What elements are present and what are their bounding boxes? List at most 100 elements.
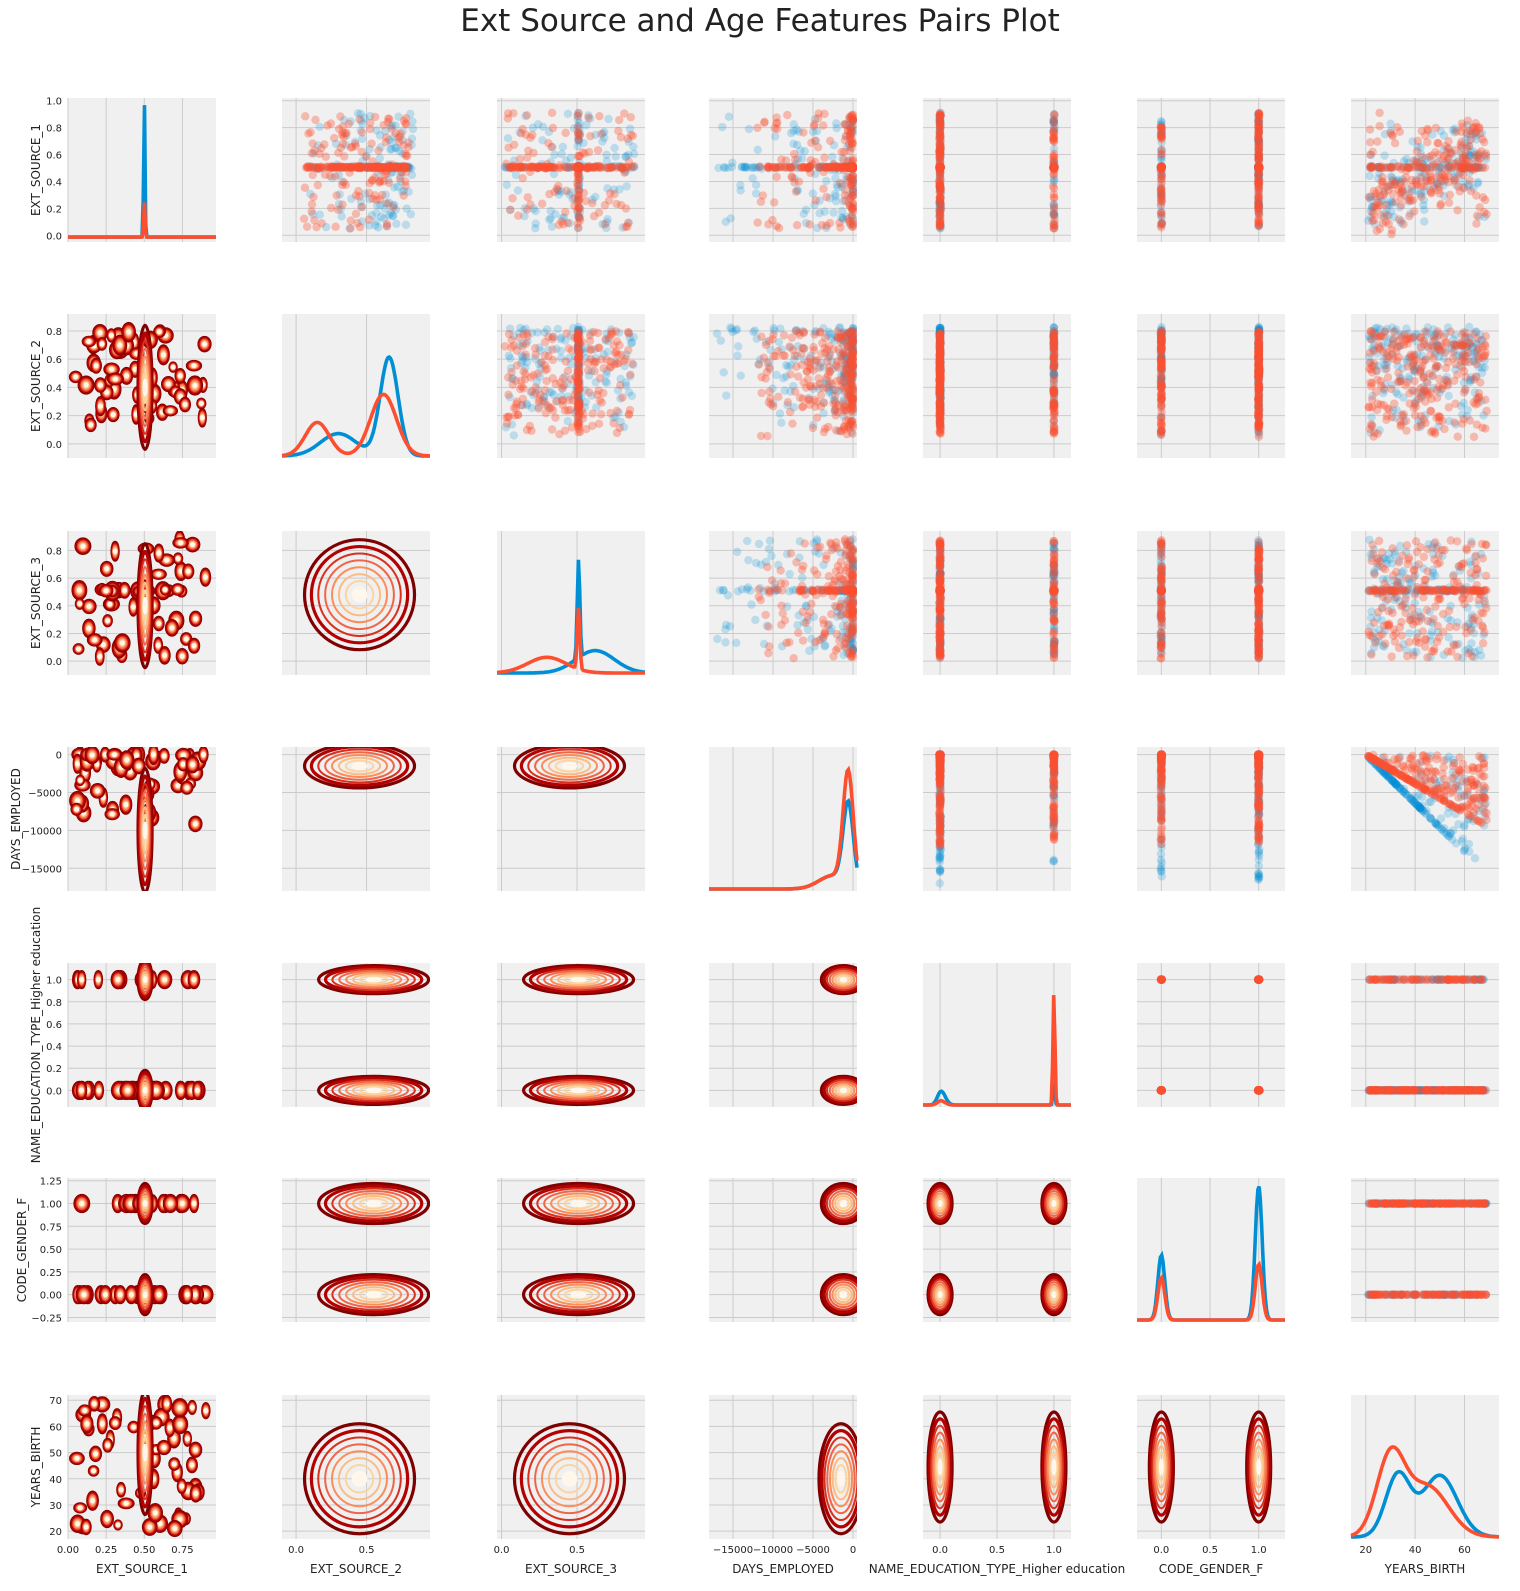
scatter-point (935, 162, 944, 172)
scatter-point (750, 163, 760, 172)
scatter-point (392, 162, 402, 172)
scatter-point (373, 170, 383, 180)
scatter-point (372, 126, 381, 135)
scatter-point (848, 191, 857, 200)
scatter-point (1156, 129, 1166, 138)
scatter-point (342, 128, 351, 138)
scatter-point (935, 181, 944, 191)
scatter-point (1157, 163, 1166, 172)
scatter-point (1466, 163, 1476, 172)
scatter-point (1049, 163, 1058, 172)
scatter-point (574, 204, 583, 213)
scatter-point (573, 163, 583, 173)
scatter-point (382, 219, 392, 229)
scatter-point (401, 163, 411, 173)
scatter-point (353, 163, 362, 172)
scatter-point (935, 162, 945, 172)
scatter-point (531, 206, 540, 216)
scatter-point (590, 162, 599, 172)
scatter-point (543, 163, 552, 172)
scatter-point (1157, 193, 1166, 202)
scatter-point (308, 170, 317, 180)
scatter-point (326, 203, 336, 213)
scatter-point (333, 162, 343, 172)
kde-line-series-2 (68, 202, 216, 239)
scatter-point (1157, 132, 1166, 142)
scatter-point (561, 336, 570, 345)
scatter-point (610, 143, 619, 153)
scatter-point (1049, 421, 1059, 431)
scatter-point (356, 163, 365, 172)
scatter-point (1254, 163, 1264, 172)
scatter-point (382, 163, 392, 172)
scatter-point (817, 220, 827, 230)
scatter-point (547, 388, 556, 397)
scatter-point (935, 162, 945, 172)
scatter-point (935, 150, 945, 160)
scatter-point (616, 163, 626, 173)
scatter-point (1157, 208, 1166, 217)
scatter-point (626, 370, 635, 379)
scatter-point (935, 165, 945, 174)
scatter-point (845, 163, 854, 173)
scatter-point (935, 173, 945, 183)
scatter-point (936, 163, 945, 172)
scatter-point (1049, 124, 1059, 134)
scatter-point (532, 163, 542, 173)
scatter-point (1416, 143, 1425, 152)
scatter-point (799, 128, 808, 137)
contour-level (177, 394, 183, 400)
scatter-point (1156, 163, 1166, 172)
scatter-point (1418, 152, 1427, 162)
scatter-point (935, 116, 945, 125)
scatter-point (840, 119, 850, 129)
scatter-point (575, 124, 584, 133)
scatter-point (573, 368, 583, 377)
scatter-point (331, 162, 340, 172)
scatter-point (591, 162, 600, 171)
scatter-point (584, 388, 594, 397)
scatter-point (396, 129, 405, 138)
scatter-point (401, 149, 410, 159)
scatter-point (1156, 189, 1166, 199)
scatter-point (837, 213, 846, 222)
scatter-point (1157, 174, 1166, 184)
scatter-point (1049, 115, 1058, 125)
scatter-point (619, 422, 629, 432)
scatter-point (1373, 162, 1383, 172)
scatter-point (1387, 180, 1396, 190)
scatter-point (936, 162, 945, 171)
scatter-point (1049, 162, 1059, 172)
scatter-point (572, 162, 581, 172)
scatter-point (1366, 195, 1375, 205)
scatter-point (1049, 162, 1058, 172)
scatter-point (629, 149, 639, 159)
scatter-point (574, 325, 583, 335)
scatter-point (842, 162, 851, 172)
scatter-point (743, 163, 753, 172)
scatter-point (1368, 208, 1377, 217)
scatter-point (1157, 162, 1166, 171)
scatter-point (1436, 201, 1445, 210)
scatter-point (372, 217, 381, 226)
scatter-point (1254, 163, 1264, 172)
scatter-point (1049, 109, 1059, 119)
scatter-point (1465, 151, 1474, 160)
scatter-point (936, 184, 946, 193)
scatter-point (1457, 163, 1466, 173)
scatter-point (1378, 180, 1387, 190)
scatter-point (347, 142, 357, 152)
scatter-point (351, 142, 360, 151)
scatter-point (354, 163, 363, 172)
scatter-point (1254, 202, 1263, 212)
scatter-point (518, 394, 528, 404)
scatter-point (628, 162, 638, 172)
scatter-point (1413, 163, 1423, 172)
scatter-point (1376, 163, 1386, 172)
scatter-point (1402, 166, 1411, 175)
scatter-point (1382, 182, 1391, 192)
scatter-point (575, 172, 584, 182)
scatter-point (1464, 141, 1474, 151)
scatter-point (1254, 163, 1264, 173)
scatter-point (784, 163, 793, 172)
